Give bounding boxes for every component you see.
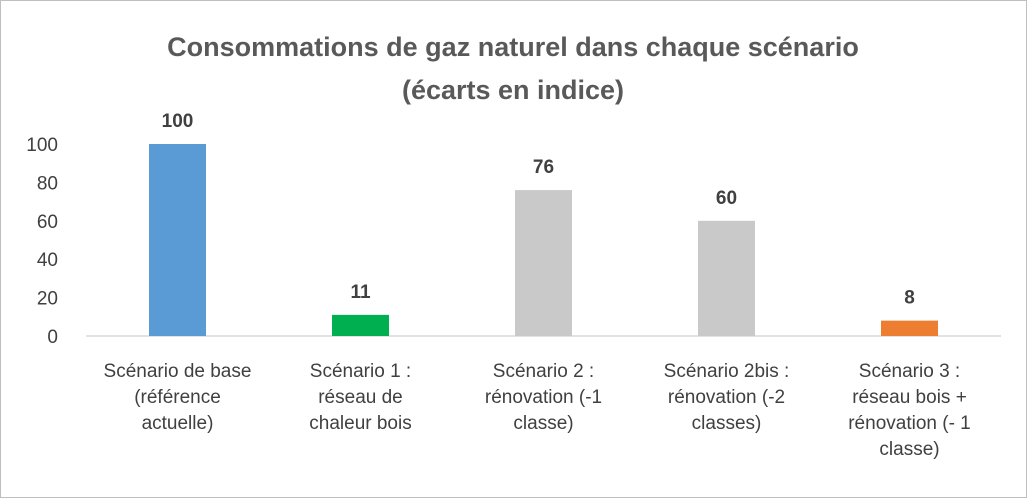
data-label: 100 [162, 111, 194, 132]
bar [149, 144, 206, 336]
data-labels: 100 11 76 60 8 [162, 111, 915, 309]
bars [149, 144, 938, 336]
y-tick-label: 0 [47, 327, 58, 348]
y-tick-label: 40 [37, 250, 58, 271]
chart-title-line-2: (écarts en indice) [402, 75, 624, 105]
y-tick-label: 60 [37, 212, 58, 233]
category-label: Scénario 2 : rénovation (-1 classe) [485, 361, 602, 434]
category-label: Scénario de base (référence actuelle) [104, 361, 252, 434]
data-label: 60 [716, 188, 737, 209]
category-labels: Scénario de base (référence actuelle) Scéna… [104, 361, 971, 460]
bar [698, 220, 755, 336]
y-tick-label: 20 [37, 289, 58, 310]
data-label: 8 [904, 288, 915, 309]
bar [515, 190, 572, 336]
chart-title-line-1: Consommations de gaz naturel dans chaque… [167, 32, 859, 62]
data-label: 76 [533, 157, 554, 178]
category-label: Scénario 2bis : rénovation (-2 classes) [664, 361, 790, 434]
chart-title: Consommations de gaz naturel dans chaque… [167, 32, 859, 105]
category-label: Scénario 3 : réseau bois + rénovation (- 1… [848, 361, 971, 460]
data-label: 11 [350, 282, 371, 303]
category-label: Scénario 1 : réseau de chaleur bois [309, 361, 411, 434]
bar [881, 320, 938, 336]
y-tick-label: 100 [26, 135, 58, 156]
y-axis: 0 20 40 60 80 100 [26, 135, 58, 348]
y-tick-label: 80 [37, 173, 58, 194]
bar [332, 314, 389, 336]
